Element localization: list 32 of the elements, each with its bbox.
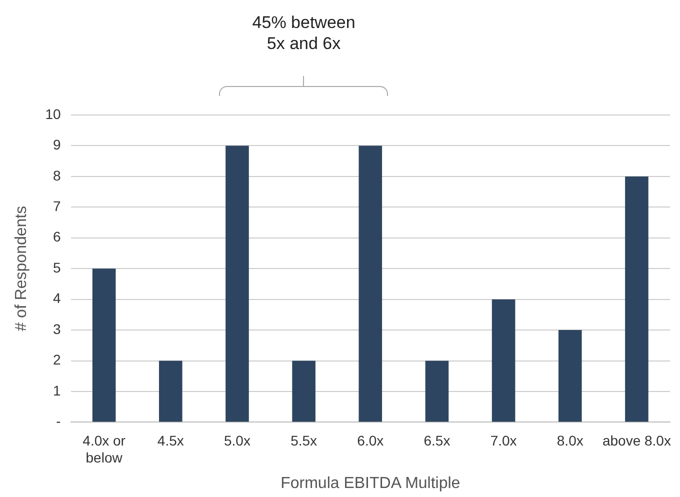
y-tick-label: 2 <box>52 352 61 368</box>
x-tick-label: 5.0x <box>224 432 250 448</box>
bar <box>492 299 516 422</box>
bar <box>92 268 116 422</box>
x-axis-title: Formula EBITDA Multiple <box>280 474 460 492</box>
y-tick-label: 9 <box>52 136 61 153</box>
bar <box>558 330 582 422</box>
y-tick-label: 10 <box>45 106 61 122</box>
x-tick-label: 5.5x <box>290 432 318 448</box>
x-tick-label: 7.0x <box>490 432 517 448</box>
bar <box>625 176 648 422</box>
y-tick-label: 5 <box>52 259 61 276</box>
y-tick-label: 3 <box>52 320 61 337</box>
bar <box>226 146 249 422</box>
x-tick-label: above 8.0x <box>602 432 671 448</box>
y-tick-label: 6 <box>52 228 61 245</box>
y-tick-label: - <box>56 413 62 430</box>
y-axis-title: # of Respondents <box>13 206 30 332</box>
y-tick-label: 1 <box>52 382 61 398</box>
x-tick-label: 8.0x <box>556 432 584 448</box>
bar <box>358 146 382 422</box>
y-tick-label: 8 <box>52 167 61 184</box>
x-tick-label: 6.5x <box>424 432 450 448</box>
text: 45% between 5x and 6x <box>251 12 356 54</box>
y-tick-label: 7 <box>52 198 61 214</box>
bar <box>292 360 316 422</box>
x-tick-label: 4.5x <box>157 432 184 448</box>
bar <box>158 360 182 422</box>
bar <box>425 360 449 422</box>
x-tick-label: 4.0x or below <box>82 432 126 466</box>
y-tick-label: 4 <box>52 290 61 306</box>
x-tick-label: 6.0x <box>357 432 384 448</box>
